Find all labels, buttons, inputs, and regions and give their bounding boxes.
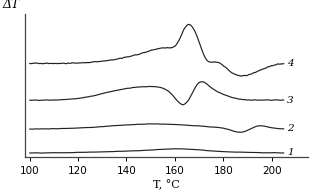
Y-axis label: ΔT: ΔT bbox=[2, 0, 19, 11]
Text: 2: 2 bbox=[287, 124, 294, 133]
Text: 3: 3 bbox=[287, 96, 294, 105]
X-axis label: T, °C: T, °C bbox=[153, 179, 180, 190]
Text: 1: 1 bbox=[287, 148, 294, 157]
Text: 4: 4 bbox=[287, 60, 294, 68]
